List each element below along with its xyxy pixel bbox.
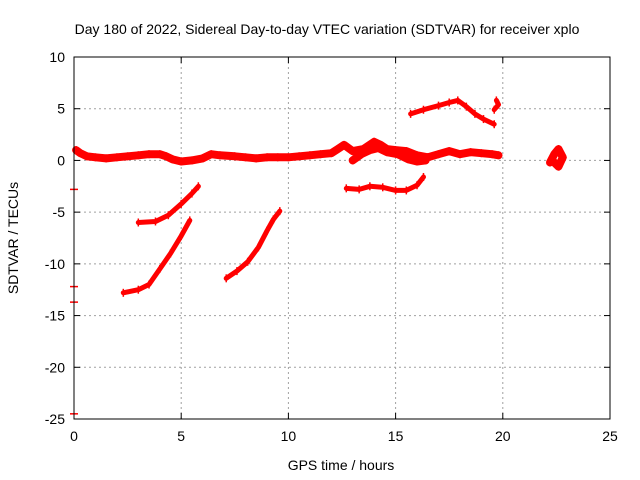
y-tick-label: 5 bbox=[57, 101, 65, 117]
x-tick-label: 5 bbox=[177, 428, 185, 444]
x-axis-label: GPS time / hours bbox=[288, 457, 395, 473]
grid bbox=[74, 57, 610, 419]
chart-title: Day 180 of 2022, Sidereal Day-to-day VTE… bbox=[75, 21, 580, 37]
y-tick-label: -10 bbox=[45, 256, 65, 272]
y-tick-label: 0 bbox=[57, 152, 65, 168]
y-tick-label: -20 bbox=[45, 359, 65, 375]
x-tick-label: 25 bbox=[602, 428, 618, 444]
y-tick-label: -15 bbox=[45, 308, 65, 324]
x-tick-label: 10 bbox=[281, 428, 297, 444]
series-rise-2 bbox=[120, 217, 193, 296]
x-tick-label: 0 bbox=[70, 428, 78, 444]
series-main bbox=[72, 137, 503, 166]
y-tick-label: -25 bbox=[45, 411, 65, 427]
series-rise-3 bbox=[223, 208, 283, 281]
series-layer bbox=[70, 96, 567, 415]
series-lower-arc bbox=[343, 174, 426, 193]
series-rise-1 bbox=[135, 183, 201, 225]
plot-frame bbox=[73, 56, 611, 420]
x-tick-label: 15 bbox=[388, 428, 404, 444]
y-tick-label: 10 bbox=[49, 49, 65, 65]
y-tick-label: -5 bbox=[53, 204, 66, 220]
y-axis-label: SDTVAR / TECUs bbox=[5, 182, 21, 294]
x-tick-label: 20 bbox=[495, 428, 511, 444]
